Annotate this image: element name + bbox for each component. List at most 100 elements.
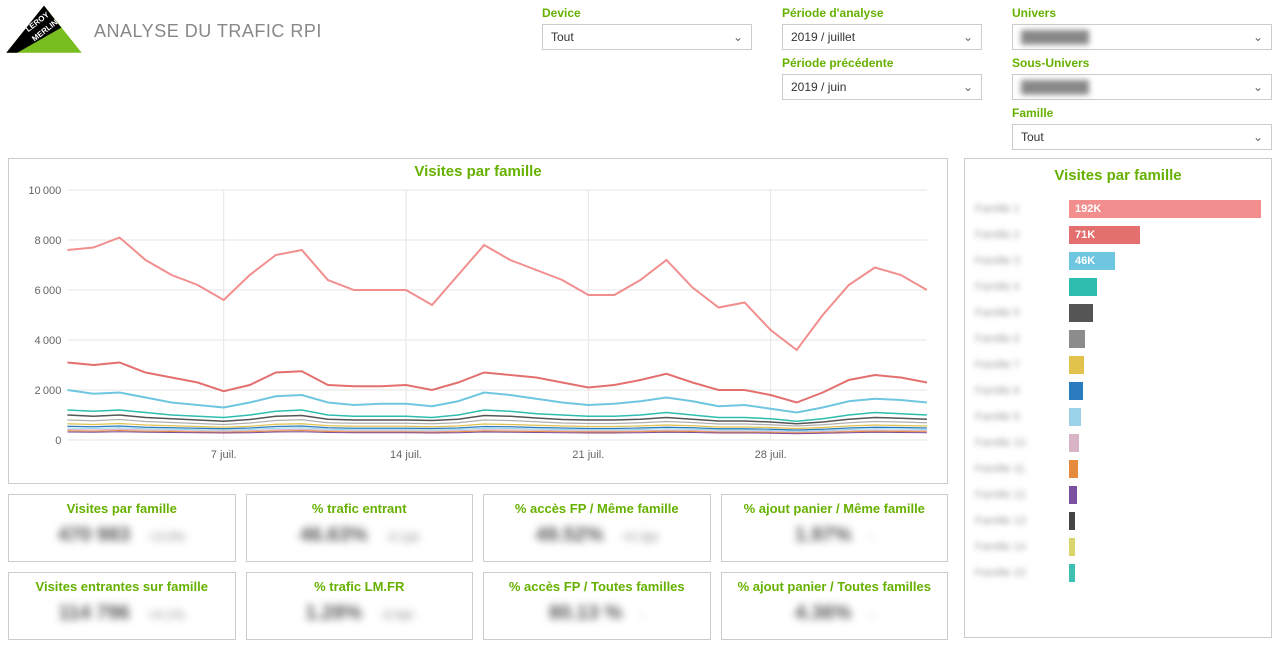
kpi-sub: -	[869, 529, 873, 544]
svg-text:10 000: 10 000	[28, 185, 61, 197]
bar-fill: 46K	[1069, 252, 1115, 270]
bar-track	[1069, 304, 1261, 322]
bar-row: Famille 3 46K	[975, 250, 1261, 272]
chevron-down-icon: ⌄	[963, 80, 973, 94]
bar-track	[1069, 330, 1261, 348]
logo-title: LEROY MERLIN ANALYSE DU TRAFIC RPI	[4, 4, 542, 59]
chevron-down-icon: ⌄	[733, 30, 743, 44]
bar-label: Famille 5	[975, 307, 1065, 319]
kpi-title: % trafic LM.FR	[314, 579, 404, 594]
kpi-body: 1.28% -0.0pt	[305, 602, 413, 625]
kpi-title: Visites entrantes sur famille	[36, 579, 208, 594]
kpi-body: 80.13 % -	[549, 602, 645, 625]
bar-fill	[1069, 486, 1077, 504]
page-title: ANALYSE DU TRAFIC RPI	[94, 21, 322, 42]
kpi-value: 80.13 %	[549, 602, 622, 625]
kpi-value: 470 983	[58, 524, 130, 547]
bar-track	[1069, 486, 1261, 504]
chevron-down-icon: ⌄	[1253, 130, 1263, 144]
bar-track	[1069, 356, 1261, 374]
select-value: ████████	[1021, 80, 1089, 94]
bar-row: Famille 1 192K	[975, 198, 1261, 220]
select-device[interactable]: Tout ⌄	[542, 24, 752, 50]
filter-periode-prec: Période précédente 2019 / juin ⌄	[782, 56, 982, 100]
bar-row: Famille 13	[975, 510, 1261, 532]
bar-fill	[1069, 512, 1075, 530]
kpi-title: % ajout panier / Même famille	[744, 501, 925, 516]
select-periode[interactable]: 2019 / juillet ⌄	[782, 24, 982, 50]
svg-text:14 juil.: 14 juil.	[390, 449, 422, 461]
bar-fill: 71K	[1069, 226, 1140, 244]
bar-track	[1069, 460, 1261, 478]
bar-track	[1069, 434, 1261, 452]
kpi-title: % accès FP / Toutes familles	[509, 579, 685, 594]
kpi-body: 114 796 +4.1%	[59, 602, 185, 625]
bar-label: Famille 4	[975, 281, 1065, 293]
select-periode-prec[interactable]: 2019 / juin ⌄	[782, 74, 982, 100]
svg-text:4 000: 4 000	[35, 335, 62, 347]
filter-sous-univers: Sous-Univers ████████ ⌄	[1012, 56, 1272, 100]
chevron-down-icon: ⌄	[1253, 80, 1263, 94]
filter-label: Device	[542, 6, 752, 20]
bar-row: Famille 7	[975, 354, 1261, 376]
bar-track	[1069, 408, 1261, 426]
bar-track	[1069, 564, 1261, 582]
bar-label: Famille 15	[975, 567, 1065, 579]
bar-track	[1069, 278, 1261, 296]
kpi-card: % ajout panier / Toutes familles 4.36% -	[721, 572, 949, 640]
kpi-value: 1.28%	[305, 602, 362, 625]
bar-row: Famille 8	[975, 380, 1261, 402]
bar-fill	[1069, 330, 1085, 348]
bar-row: Famille 11	[975, 458, 1261, 480]
line-chart: 02 0004 0006 0008 00010 0007 juil.14 jui…	[19, 184, 937, 464]
chart-title: Visites par famille	[19, 163, 937, 180]
bar-fill	[1069, 304, 1093, 322]
select-univers[interactable]: ████████ ⌄	[1012, 24, 1272, 50]
leroy-merlin-logo: LEROY MERLIN	[4, 4, 84, 59]
select-famille[interactable]: Tout ⌄	[1012, 124, 1272, 150]
kpi-title: % accès FP / Même famille	[515, 501, 679, 516]
bar-fill	[1069, 408, 1081, 426]
kpi-sub: +0.3pt	[621, 529, 658, 544]
svg-text:0: 0	[55, 435, 61, 447]
filter-label: Période précédente	[782, 56, 982, 70]
bar-track	[1069, 538, 1261, 556]
filter-device: Device Tout ⌄	[542, 6, 752, 50]
svg-text:8 000: 8 000	[35, 235, 62, 247]
bar-fill	[1069, 356, 1084, 374]
bar-chart-panel: Visites par famille Famille 1 192K Famil…	[964, 158, 1272, 638]
filter-univers: Univers ████████ ⌄	[1012, 6, 1272, 50]
bar-label: Famille 6	[975, 333, 1065, 345]
bar-fill	[1069, 278, 1097, 296]
select-value: Tout	[1021, 130, 1044, 144]
kpi-card: Visites par famille 470 983 +3.0%	[8, 494, 236, 562]
bar-fill	[1069, 382, 1083, 400]
bar-fill	[1069, 434, 1079, 452]
bar-track: 46K	[1069, 252, 1261, 270]
kpi-card: % ajout panier / Même famille 1.97% -	[721, 494, 949, 562]
select-sous-univers[interactable]: ████████ ⌄	[1012, 74, 1272, 100]
header: LEROY MERLIN ANALYSE DU TRAFIC RPI Devic…	[0, 0, 1280, 150]
bar-row: Famille 6	[975, 328, 1261, 350]
kpi-value: 114 796	[59, 602, 130, 625]
filter-famille: Famille Tout ⌄	[1012, 106, 1272, 150]
bar-row: Famille 15	[975, 562, 1261, 584]
bar-fill	[1069, 460, 1078, 478]
kpi-body: 49.52% +0.3pt	[536, 524, 658, 547]
filter-periode: Période d'analyse 2019 / juillet ⌄	[782, 6, 982, 50]
bar-label: Famille 3	[975, 255, 1065, 267]
bar-label: Famille 10	[975, 437, 1065, 449]
filter-label: Période d'analyse	[782, 6, 982, 20]
svg-text:6 000: 6 000	[35, 285, 62, 297]
kpi-value: 46.63%	[300, 524, 368, 547]
kpi-sub: -0.0pt	[380, 607, 413, 622]
filter-label: Sous-Univers	[1012, 56, 1272, 70]
bar-label: Famille 8	[975, 385, 1065, 397]
bar-fill	[1069, 564, 1075, 582]
bar-label: Famille 13	[975, 515, 1065, 527]
chevron-down-icon: ⌄	[1253, 30, 1263, 44]
kpi-body: 46.63% -0.1pt	[300, 524, 419, 547]
select-value: 2019 / juin	[791, 80, 846, 94]
bar-row: Famille 4	[975, 276, 1261, 298]
bar-track	[1069, 512, 1261, 530]
